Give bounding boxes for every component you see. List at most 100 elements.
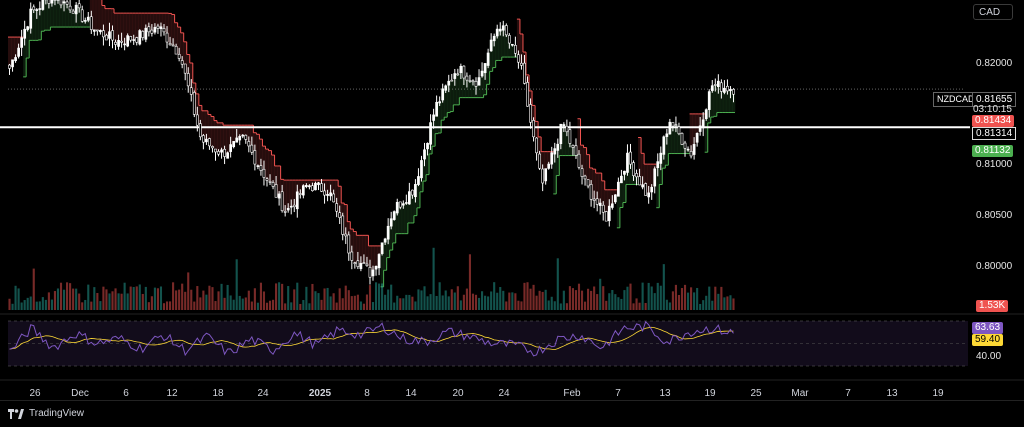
trailing-stop-fill — [583, 147, 587, 179]
candle-body — [510, 43, 514, 46]
volume-bar — [544, 289, 547, 310]
trailing-stop-fill — [577, 118, 581, 168]
candle-body — [592, 198, 596, 201]
candle-body — [477, 77, 481, 86]
candle-body — [314, 182, 317, 191]
volume-bar — [256, 302, 259, 310]
volume-bar — [368, 285, 372, 310]
candle-body — [77, 3, 81, 9]
candle-body — [683, 142, 687, 149]
trailing-stop-fill — [126, 13, 130, 36]
candle-body — [553, 148, 557, 155]
trailing-stop-fill — [562, 124, 566, 156]
volume-bar — [90, 301, 93, 310]
date-tick-label: 12 — [166, 388, 178, 399]
volume-bar — [247, 290, 250, 310]
volume-bar — [220, 283, 223, 310]
volume-bar — [629, 283, 632, 310]
candle-body — [695, 133, 699, 143]
trailing-stop-fill — [710, 85, 715, 118]
volume-bar — [423, 286, 426, 310]
volume-bar — [47, 292, 50, 310]
volume-bar — [199, 297, 202, 310]
trailing-stop-fill — [268, 150, 272, 182]
volume-bar — [229, 295, 232, 310]
volume-bar — [596, 294, 599, 310]
candle-body — [583, 175, 587, 180]
candle-body — [286, 207, 290, 211]
candle-body — [165, 32, 169, 43]
volume-bar — [181, 283, 184, 310]
volume-bar — [408, 294, 411, 310]
volume-bar — [365, 294, 369, 310]
candle-body — [20, 37, 23, 48]
candle-body — [211, 146, 214, 149]
volume-bar — [268, 300, 272, 310]
volume-bar — [690, 287, 693, 310]
candle-body — [447, 80, 451, 86]
trailing-stop-fill — [77, 7, 81, 28]
candle-body — [117, 40, 120, 47]
volume-bar — [50, 299, 53, 310]
trailing-stop-fill — [353, 231, 357, 263]
trailing-stop-fill — [601, 180, 606, 213]
trailing-stop-fill — [244, 125, 248, 140]
candle-body — [650, 186, 654, 193]
volume-bar — [505, 301, 508, 310]
candle-body — [517, 54, 520, 63]
trailing-stop-fill — [326, 180, 330, 195]
candle-body — [668, 121, 672, 135]
trailing-stop-fill — [598, 173, 603, 204]
candle-body — [653, 168, 657, 187]
volume-bar — [281, 283, 284, 310]
volume-bar — [241, 298, 244, 310]
candle-body — [29, 8, 33, 29]
volume-bar — [611, 290, 614, 310]
volume-bar — [96, 293, 99, 310]
trailing-stop-fill — [107, 8, 112, 32]
volume-bar — [271, 299, 275, 310]
trailing-stop-fill — [204, 110, 209, 140]
volume-bar — [693, 292, 696, 310]
volume-bar — [205, 294, 208, 310]
candle-body — [386, 225, 390, 240]
volume-bar — [714, 286, 717, 310]
volume-bar — [114, 288, 117, 310]
trailing-stop-fill — [207, 114, 212, 146]
tradingview-logo[interactable]: TradingView — [8, 408, 84, 419]
trailing-stop-fill — [110, 8, 115, 41]
trailing-stop-fill — [462, 78, 466, 98]
candle-body — [495, 28, 499, 37]
candle-body — [483, 63, 487, 74]
candle-body — [114, 41, 117, 45]
trailing-stop-fill — [713, 84, 718, 117]
price-tick: 0.80500 — [976, 210, 1013, 221]
volume-bar — [329, 296, 332, 310]
volume-bar — [87, 284, 90, 310]
date-tick-label: 24 — [257, 388, 269, 399]
trailing-stop-fill — [83, 20, 88, 28]
volume-bar — [659, 285, 662, 310]
volume-bar — [93, 287, 96, 310]
trailing-stop-fill — [416, 176, 421, 208]
candle-body — [8, 64, 11, 69]
candle-body — [598, 202, 602, 206]
trailing-stop-fill — [47, 3, 51, 31]
volume-bar — [287, 286, 290, 310]
volume-bar — [417, 289, 420, 310]
candle-body — [589, 184, 593, 200]
volume-bar — [235, 259, 238, 310]
volume-bar — [438, 282, 441, 310]
date-tick-label: 18 — [212, 388, 224, 399]
volume-bar — [56, 288, 60, 310]
candle-body — [720, 82, 723, 92]
trailing-stop-fill — [338, 186, 342, 218]
volume-bar — [538, 290, 541, 310]
candle-body — [353, 262, 357, 264]
trailing-stop-fill — [11, 37, 15, 60]
trailing-stop-fill — [556, 144, 560, 176]
candle-body — [559, 123, 563, 145]
candle-body — [423, 149, 426, 160]
